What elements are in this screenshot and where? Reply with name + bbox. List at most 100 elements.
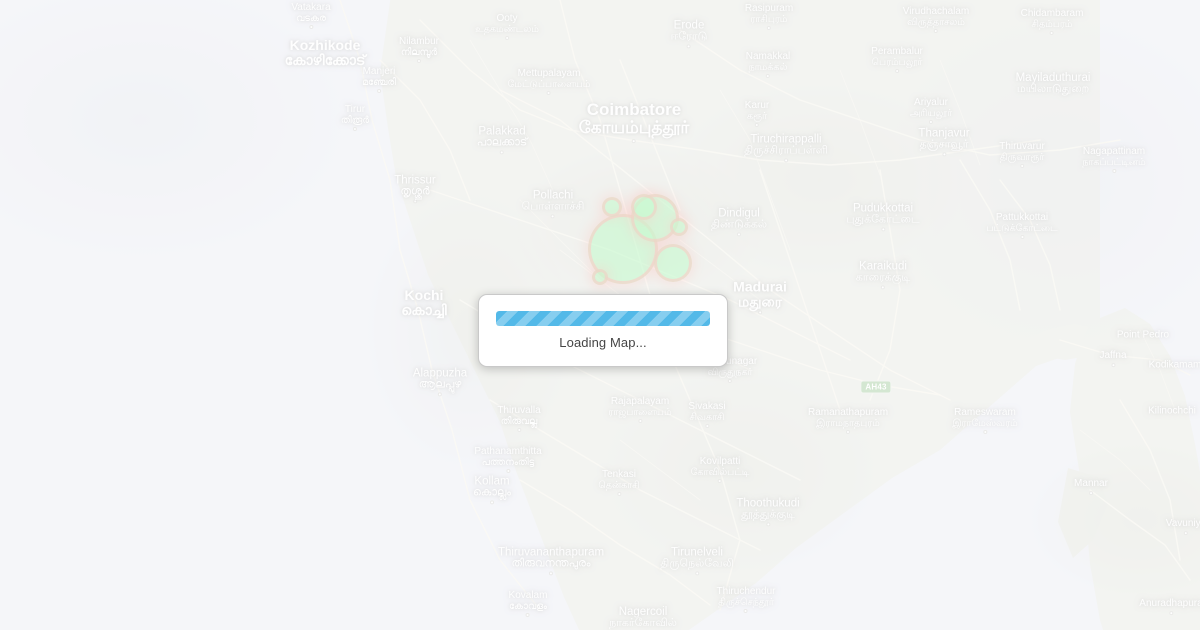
map-label-name-local: കോഴിക്കോട് xyxy=(284,52,366,68)
map-label: Mettupalayam மேட்டுப்பாளையம் xyxy=(508,68,590,96)
map-label-name-local: കൊല്ലം xyxy=(473,486,511,499)
map-label-name-local: திருச்சிராப்பள்ளி xyxy=(744,144,828,157)
map-city-dot-icon xyxy=(894,69,899,74)
map-label: Kovilpatti கோவில்பட்டி xyxy=(690,456,750,484)
map-label-name-local: തിരൂർ xyxy=(340,114,370,126)
map-label: Palakkad പാലക്കാട് xyxy=(476,125,528,155)
map-city-dot-icon xyxy=(982,430,987,435)
map-label: Mannar xyxy=(1074,478,1108,495)
map-label-name-local: மயிலாடுதுறை xyxy=(1016,83,1090,96)
map-label-name-en: Kochi xyxy=(404,286,444,303)
map-label: Tirur തിരൂർ xyxy=(340,104,370,132)
map-city-dot-icon xyxy=(631,138,636,143)
map-label-name-local: அரியலூர் xyxy=(909,107,953,119)
map-label: Madurai மதுரை xyxy=(733,279,787,315)
map-label-name-local: കൊച്ചി xyxy=(401,302,447,318)
map-label-name-local: தஞ்சாவூர் xyxy=(919,138,969,151)
loading-status-text: Loading Map... xyxy=(559,335,647,350)
map-label: Rasipuram ராசிபுரம் xyxy=(745,3,793,31)
map-label: Ramanathapuram இராமநாதபுரம் xyxy=(808,407,888,435)
map-label: Rameswaram இராமேஸ்வரம் xyxy=(952,407,1018,435)
map-label-name-local: പാലക്കാട് xyxy=(476,136,528,149)
map-city-dot-icon xyxy=(416,59,421,64)
map-city-dot-icon xyxy=(505,469,510,474)
map-label: Vatakara വടകര xyxy=(291,2,331,30)
map-city-dot-icon xyxy=(728,379,732,384)
map-label: Tirunelveli திருநெல்வேலி xyxy=(660,546,734,576)
map-label-name-en: Coimbatore xyxy=(586,100,682,120)
map-city-dot-icon xyxy=(754,123,759,128)
map-label-name-local: திண்டுக்கல் xyxy=(710,218,768,231)
map-label: Pudukkottai புதுக்கோட்டை xyxy=(846,202,920,232)
map-city-dot-icon xyxy=(928,120,933,125)
map-label: Alappuzha ആലപ്പുഴ xyxy=(413,367,467,397)
map-label-name-local: തിരുവനന്തപുരം xyxy=(511,557,591,570)
map-label: Perambalur பெரம்பலூர் xyxy=(871,46,923,74)
map-label-name-local: கோவில்பட்டி xyxy=(690,466,750,478)
map-city-dot-icon xyxy=(845,430,850,435)
map-city-dot-icon xyxy=(766,74,770,79)
map-label: Tenkasi தென்காசி xyxy=(598,469,640,497)
map-label-name-en: Kilinochchi xyxy=(1148,405,1196,417)
map-city-dot-icon xyxy=(880,285,885,290)
map-label: Tiruchirappalli திருச்சிராப்பள்ளி xyxy=(744,133,828,163)
map-city-dot-icon xyxy=(1020,235,1024,240)
map-label: Kodikamam xyxy=(1149,360,1200,372)
map-label: Namakkal நாமக்கல் xyxy=(746,51,790,79)
map-city-dot-icon xyxy=(308,25,313,30)
map-label: Point Pedro xyxy=(1117,330,1169,342)
map-label-name-en: Kozhikode xyxy=(289,36,361,53)
map-city-dot-icon xyxy=(437,392,442,397)
map-label-name-local: ராசிபுரம் xyxy=(750,13,788,25)
map-city-dot-icon xyxy=(881,227,885,232)
map-label: Pollachi பொள்ளாச்சி xyxy=(521,189,585,219)
map-city-dot-icon xyxy=(551,214,555,219)
map-label-name-local: காரைக்குடி xyxy=(855,271,911,284)
map-label-name-local: പത്തനംതിട്ട xyxy=(481,456,535,468)
map-city-dot-icon xyxy=(941,152,946,157)
map-city-dot-icon xyxy=(705,424,709,429)
map-label: Kovalam കോവളം xyxy=(509,590,547,618)
map-label-name-local: இராமேஸ்வரம் xyxy=(952,417,1018,429)
map-city-dot-icon xyxy=(490,500,494,505)
map-label: Vavuniya xyxy=(1166,518,1200,535)
progress-bar-track xyxy=(496,311,710,326)
map-label: Thoothukudi தூத்துக்குடி xyxy=(736,497,800,527)
map-label: Kozhikode കോഴിക്കോട് xyxy=(284,36,366,68)
map-label: Nagercoil நாகர்கோவில் xyxy=(609,606,677,630)
map-label: Jaffna xyxy=(1099,350,1127,367)
map-label: Mayiladuthurai மயிலாடுதுறை xyxy=(1016,72,1091,96)
map-label-name-local: திருச்செந்தூர் xyxy=(718,596,774,608)
map-label: Sivakasi சிவகாசி xyxy=(688,401,726,429)
map-city-dot-icon xyxy=(1111,362,1115,367)
map-label-name-local: கரூர் xyxy=(747,110,767,122)
map-label: Anuradhapura xyxy=(1139,598,1200,615)
map-label-name-local: விருத்தாசலம் xyxy=(907,16,965,28)
map-label-name-local: நாமக்கல் xyxy=(748,61,788,73)
map-label-name-local: மதுரை xyxy=(738,293,782,310)
map-label-name-local: മഞ്ചേരി xyxy=(362,76,396,88)
map-city-dot-icon xyxy=(765,522,770,527)
map-label-name-local: தென்காசி xyxy=(598,479,640,491)
map-label-name-local: ஈரோடு xyxy=(670,30,708,43)
map-city-dot-icon xyxy=(1168,610,1173,615)
map-label-name-local: சிவகாசி xyxy=(689,411,725,423)
map-label: Thiruvarur திருவாரூர் xyxy=(999,141,1045,169)
map-label-name-en: Anuradhapura xyxy=(1139,598,1200,610)
map-label-name-local: பொள்ளாச்சி xyxy=(521,200,585,213)
map-city-dot-icon xyxy=(1050,31,1054,36)
map-city-dot-icon xyxy=(766,26,771,31)
map-label: Thanjavur தஞ்சாவூர் xyxy=(918,127,970,157)
map-label: Rajapalayam ராஜபாளையம் xyxy=(608,396,672,424)
map-label: Kollam കൊല്ലം xyxy=(473,475,511,505)
map-city-dot-icon xyxy=(1111,169,1116,174)
map-city-dot-icon xyxy=(737,232,741,237)
map-label: Coimbatore கோயம்புத்தூர் xyxy=(579,100,689,143)
map-label-name-local: ராஜபாளையம் xyxy=(608,406,672,418)
highway-shield-icon: AH43 xyxy=(860,380,892,394)
map-city-dot-icon xyxy=(1089,490,1093,495)
map-city-dot-icon xyxy=(505,36,509,41)
map-label-name-en: Jaffna xyxy=(1099,350,1127,362)
map-label: Thiruchendur திருச்செந்தூர் xyxy=(717,586,775,614)
